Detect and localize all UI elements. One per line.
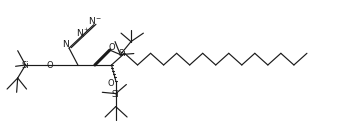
Text: O: O [46,60,53,70]
Text: Si: Si [119,49,126,58]
Text: Si: Si [112,90,120,99]
Text: Si: Si [22,60,29,70]
Text: N: N [62,40,69,49]
Text: O: O [107,79,114,88]
Text: N: N [76,29,83,38]
Text: −: − [96,15,101,20]
Text: O: O [109,43,115,52]
Text: +: + [83,27,88,32]
Text: N: N [88,17,95,26]
